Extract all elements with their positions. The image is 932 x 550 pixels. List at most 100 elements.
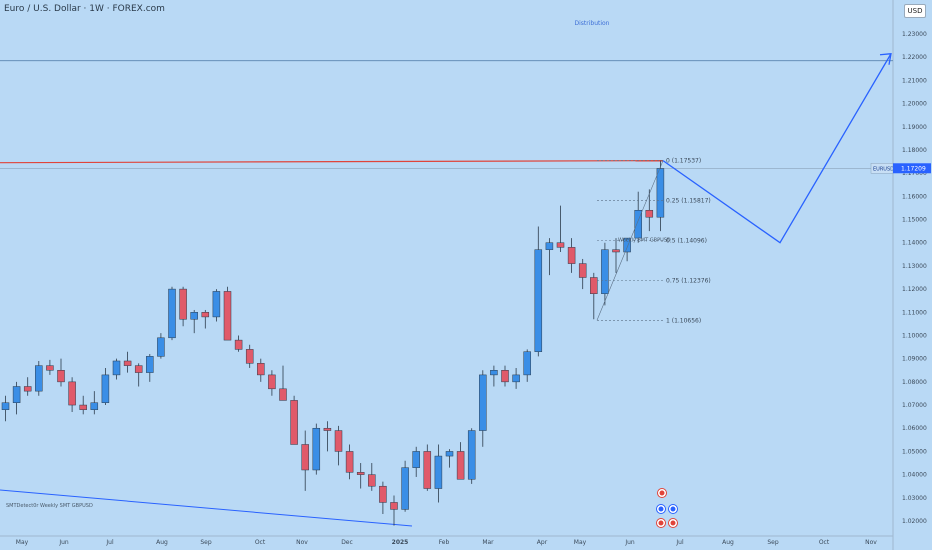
x-tick-label: Jul xyxy=(105,539,114,546)
candle-body xyxy=(368,474,376,487)
candle-body xyxy=(312,427,321,471)
distribution-label: Distribution xyxy=(574,20,609,27)
candle-body xyxy=(467,430,476,480)
x-tick-label: Mar xyxy=(482,539,494,546)
x-tick-label: Nov xyxy=(865,539,877,546)
currency-button[interactable]: USD xyxy=(904,4,926,18)
x-tick-label: May xyxy=(16,539,29,546)
x-tick-label: Dec xyxy=(341,539,353,546)
x-tick-label: Aug xyxy=(722,539,734,546)
smt-label-mid: Weekly SMT GBPUSD xyxy=(618,237,671,243)
x-tick-label: Jun xyxy=(624,539,635,546)
candle-body xyxy=(490,370,498,376)
candle-body xyxy=(134,365,143,373)
candle-body xyxy=(590,277,598,294)
y-tick-label: 1.12000 xyxy=(902,286,927,293)
bottom-trendline xyxy=(0,489,413,527)
candle-body xyxy=(645,209,654,218)
projection-path xyxy=(662,53,892,244)
candle-body xyxy=(445,451,454,457)
candle-body xyxy=(12,386,21,403)
y-tick-label: 1.11000 xyxy=(902,309,927,316)
y-tick-label: 1.02000 xyxy=(902,518,927,525)
x-tick-label: Jul xyxy=(675,539,684,546)
y-tick-label: 1.08000 xyxy=(902,379,927,386)
resistance-line xyxy=(0,160,664,164)
price-tag-box xyxy=(893,163,931,174)
symbol-title: Euro / U.S. Dollar · 1W · FOREX.com xyxy=(4,4,165,14)
x-tick-label: Aug xyxy=(156,539,168,546)
candle-body xyxy=(146,356,154,373)
candle-body xyxy=(556,242,565,248)
candle-body xyxy=(190,312,198,320)
candle-body xyxy=(412,451,420,468)
candle-body xyxy=(545,242,554,250)
candle-body xyxy=(245,349,254,364)
event-icon-dot xyxy=(658,520,664,526)
y-tick-label: 1.04000 xyxy=(902,472,927,479)
candle-body xyxy=(578,263,587,278)
y-tick-label: 1.17000 xyxy=(902,170,927,177)
candle-body xyxy=(35,365,43,392)
x-tick-label: Apr xyxy=(537,539,548,546)
y-tick-label: 1.09000 xyxy=(902,356,927,363)
x-tick-label: Oct xyxy=(255,539,266,546)
event-icon-dot xyxy=(658,506,664,512)
y-tick-label: 1.03000 xyxy=(902,495,927,502)
y-tick-label: 1.06000 xyxy=(902,425,927,432)
x-tick-label: Oct xyxy=(819,539,830,546)
candle-body xyxy=(456,451,465,480)
candle-body xyxy=(601,249,609,294)
candle-body xyxy=(257,363,265,376)
fib-level-label: 0.75 (1.12376) xyxy=(666,277,711,284)
y-tick-label: 1.21000 xyxy=(902,77,927,84)
candle-body xyxy=(290,400,298,445)
x-tick-label: Sep xyxy=(767,539,779,546)
y-tick-label: 1.10000 xyxy=(902,332,927,339)
candle-body xyxy=(345,451,354,473)
x-tick-label: Sep xyxy=(200,539,212,546)
candle-body xyxy=(68,381,76,406)
candle-body xyxy=(612,249,620,253)
x-tick-label: Jun xyxy=(58,539,69,546)
symbol-tag: EURUSD xyxy=(873,166,894,172)
smt-label-left: SMTDetect0r Weekly SMT GBPUSD xyxy=(6,503,93,509)
y-tick-label: 1.05000 xyxy=(902,448,927,455)
candle-body xyxy=(223,291,232,341)
y-tick-label: 1.18000 xyxy=(902,147,927,154)
y-tick-label: 1.16000 xyxy=(902,193,927,200)
candle-body xyxy=(379,485,387,503)
x-tick-label: Feb xyxy=(439,539,450,546)
candle-body xyxy=(157,337,165,357)
candle-body xyxy=(179,288,187,320)
x-tick-label: Nov xyxy=(296,539,308,546)
x-tick-label: May xyxy=(574,539,587,546)
y-tick-label: 1.07000 xyxy=(902,402,927,409)
event-icon-dot xyxy=(670,506,676,512)
fib-level-label: 0.5 (1.14096) xyxy=(666,237,707,244)
candle-body xyxy=(1,402,10,410)
candle-body xyxy=(168,288,176,339)
event-icon-dot xyxy=(670,520,676,526)
fib-level-label: 1 (1.10656) xyxy=(666,317,701,324)
fib-level-label: 0.25 (1.15817) xyxy=(666,198,711,205)
x-tick-label: 2025 xyxy=(392,539,409,546)
event-icon-dot xyxy=(659,490,665,496)
candle-body xyxy=(512,374,520,383)
y-tick-label: 1.15000 xyxy=(902,217,927,224)
candle-body xyxy=(356,472,365,475)
candle-body xyxy=(334,430,343,452)
y-tick-label: 1.23000 xyxy=(902,31,927,38)
candle-body xyxy=(90,402,99,410)
candle-body xyxy=(268,374,276,390)
candle-body xyxy=(534,249,543,352)
candle-body xyxy=(79,404,87,410)
candle-body xyxy=(123,360,132,366)
candle-body xyxy=(323,427,332,431)
candle-body xyxy=(401,467,409,510)
candle-body xyxy=(434,455,443,489)
y-tick-label: 1.14000 xyxy=(902,240,927,247)
candle-body xyxy=(201,312,210,318)
